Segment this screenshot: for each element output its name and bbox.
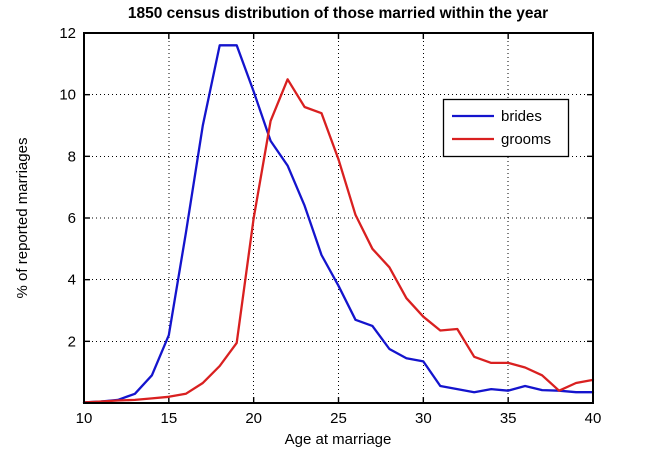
tick-labels: 10 15 20 25 30 35 40 2 4 6 8 10 12: [59, 25, 601, 427]
y-tick-label: 2: [68, 333, 76, 350]
grid-lines: [84, 33, 593, 403]
x-tick-label: 15: [160, 410, 177, 427]
x-tick-label: 20: [245, 410, 262, 427]
y-tick-label: 8: [68, 148, 76, 165]
data-series: [82, 44, 595, 404]
series-line-grooms: [82, 78, 595, 404]
legend-label-brides: brides: [501, 108, 542, 125]
x-tick-label: 30: [415, 410, 432, 427]
y-tick-label: 4: [68, 272, 76, 289]
x-axis-label: Age at marriage: [285, 431, 392, 448]
y-axis-label: % of reported marriages: [14, 138, 31, 299]
series-line-brides: [82, 44, 595, 404]
plot-border-box: [83, 32, 594, 404]
x-tick-label: 25: [330, 410, 347, 427]
y-tick-label: 10: [59, 87, 76, 104]
x-tick-label: 10: [76, 410, 93, 427]
y-tick-label: 6: [68, 210, 76, 227]
legend: brides grooms: [442, 98, 570, 158]
x-tick-label: 40: [585, 410, 602, 427]
chart-title: 1850 census distribution of those marrie…: [128, 5, 548, 22]
legend-box: [442, 98, 570, 158]
y-tick-label: 12: [59, 25, 76, 42]
x-tick-label: 35: [500, 410, 517, 427]
legend-label-grooms: grooms: [501, 131, 551, 148]
